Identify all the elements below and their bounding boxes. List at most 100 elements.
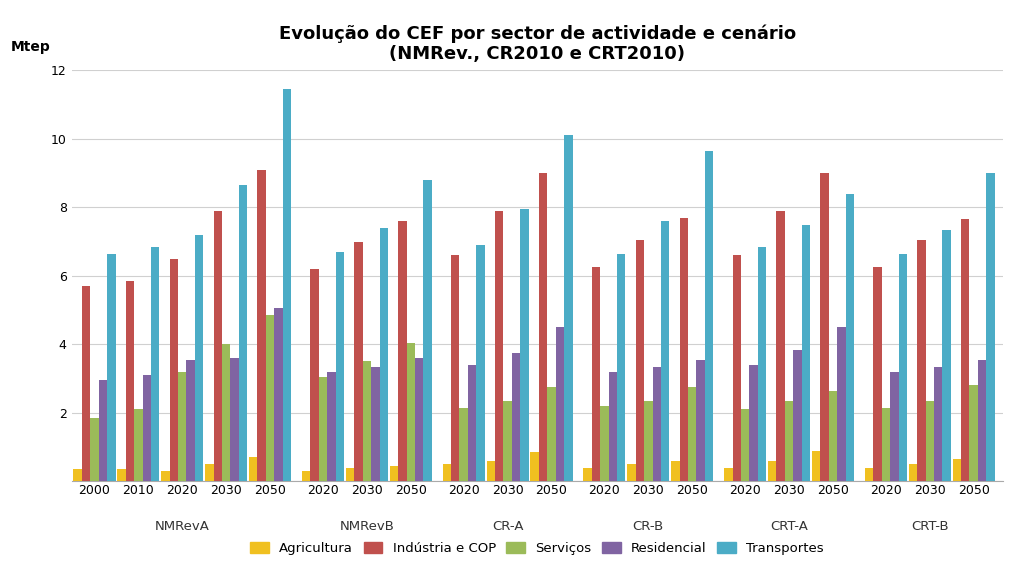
- Bar: [151, 247, 160, 481]
- Bar: [336, 252, 344, 481]
- Bar: [266, 315, 274, 481]
- Bar: [380, 228, 388, 481]
- Bar: [785, 401, 793, 481]
- Bar: [952, 459, 961, 481]
- Bar: [206, 464, 214, 481]
- Bar: [98, 380, 107, 481]
- Bar: [908, 464, 918, 481]
- Bar: [829, 390, 837, 481]
- Bar: [90, 418, 98, 481]
- Bar: [406, 343, 415, 481]
- Bar: [451, 255, 459, 481]
- Text: CR-A: CR-A: [492, 520, 524, 533]
- Bar: [503, 401, 512, 481]
- Bar: [697, 360, 705, 481]
- Bar: [126, 281, 134, 481]
- Bar: [898, 254, 907, 481]
- Bar: [627, 464, 635, 481]
- Bar: [591, 267, 601, 481]
- Bar: [776, 211, 785, 481]
- Bar: [750, 365, 758, 481]
- Bar: [118, 470, 126, 481]
- Bar: [142, 375, 151, 481]
- Bar: [820, 173, 829, 481]
- Bar: [793, 349, 802, 481]
- Bar: [846, 194, 854, 481]
- Bar: [512, 353, 521, 481]
- Bar: [424, 180, 432, 481]
- Bar: [459, 408, 468, 481]
- Bar: [741, 410, 750, 481]
- Bar: [178, 372, 186, 481]
- Bar: [310, 269, 319, 481]
- Bar: [82, 286, 90, 481]
- Bar: [802, 224, 810, 481]
- Text: Mtep: Mtep: [11, 40, 51, 54]
- Bar: [186, 360, 195, 481]
- Bar: [162, 471, 170, 481]
- Bar: [319, 377, 327, 481]
- Bar: [74, 470, 82, 481]
- Text: NMRevA: NMRevA: [154, 520, 210, 533]
- Bar: [688, 387, 697, 481]
- Legend: Agricultura, Indústria e COP, Serviços, Residencial, Transportes: Agricultura, Indústria e COP, Serviços, …: [251, 542, 824, 555]
- Bar: [986, 173, 994, 481]
- Bar: [468, 365, 477, 481]
- Bar: [390, 466, 398, 481]
- Bar: [274, 308, 282, 481]
- Bar: [487, 461, 495, 481]
- Bar: [644, 401, 653, 481]
- Bar: [882, 408, 890, 481]
- Bar: [531, 452, 539, 481]
- Bar: [547, 387, 555, 481]
- Bar: [371, 367, 380, 481]
- Bar: [732, 255, 741, 481]
- Bar: [617, 254, 625, 481]
- Bar: [354, 242, 363, 481]
- Bar: [195, 235, 204, 481]
- Bar: [961, 220, 970, 481]
- Bar: [282, 89, 292, 481]
- Bar: [679, 218, 688, 481]
- Bar: [812, 451, 820, 481]
- Bar: [327, 372, 336, 481]
- Bar: [495, 211, 503, 481]
- Bar: [238, 185, 248, 481]
- Bar: [258, 170, 266, 481]
- Bar: [134, 410, 142, 481]
- Bar: [302, 471, 310, 481]
- Bar: [539, 173, 547, 481]
- Bar: [705, 151, 713, 481]
- Bar: [170, 259, 178, 481]
- Bar: [601, 406, 609, 481]
- Bar: [874, 267, 882, 481]
- Bar: [724, 468, 732, 481]
- Bar: [214, 211, 222, 481]
- Bar: [653, 367, 661, 481]
- Bar: [564, 136, 573, 481]
- Bar: [918, 240, 926, 481]
- Bar: [363, 362, 371, 481]
- Title: Evolução do CEF por sector de actividade e cenário
(NMRev., CR2010 e CRT2010): Evolução do CEF por sector de actividade…: [278, 24, 796, 63]
- Bar: [970, 386, 978, 481]
- Bar: [934, 367, 942, 481]
- Bar: [661, 221, 669, 481]
- Bar: [249, 457, 258, 481]
- Bar: [768, 461, 776, 481]
- Bar: [837, 327, 846, 481]
- Bar: [477, 245, 485, 481]
- Text: NMRevB: NMRevB: [340, 520, 394, 533]
- Bar: [230, 358, 238, 481]
- Bar: [398, 221, 406, 481]
- Bar: [671, 461, 679, 481]
- Bar: [609, 372, 617, 481]
- Text: CRT-A: CRT-A: [770, 520, 808, 533]
- Bar: [978, 360, 986, 481]
- Bar: [346, 468, 354, 481]
- Bar: [890, 372, 898, 481]
- Bar: [583, 468, 591, 481]
- Bar: [864, 468, 874, 481]
- Text: CRT-B: CRT-B: [910, 520, 948, 533]
- Bar: [443, 464, 451, 481]
- Bar: [635, 240, 644, 481]
